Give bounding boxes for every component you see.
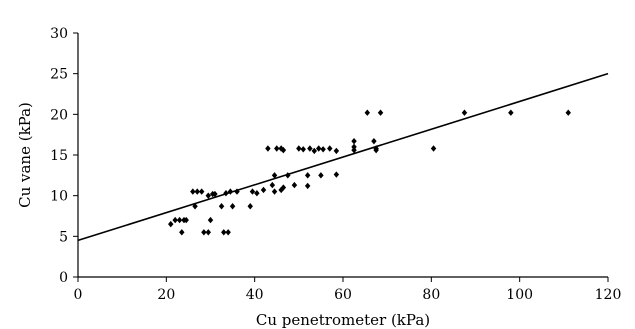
data-point — [205, 229, 212, 236]
data-point — [333, 147, 340, 155]
data-point — [307, 145, 313, 152]
data-point — [371, 137, 377, 145]
data-point — [227, 188, 234, 195]
data-point — [198, 188, 205, 195]
data-point — [265, 145, 271, 152]
data-point — [377, 109, 384, 116]
data-point — [565, 109, 571, 116]
data-point — [271, 172, 278, 179]
x-tick-label: 40 — [246, 287, 264, 303]
data-point — [351, 146, 357, 154]
data-point — [278, 145, 284, 152]
x-tick-label: 80 — [422, 287, 440, 303]
y-tick-label: 30 — [50, 26, 68, 42]
data-point — [333, 171, 340, 178]
data-point — [271, 188, 278, 195]
data-point — [315, 145, 322, 152]
y-tick-label: 0 — [59, 270, 68, 286]
data-point — [280, 146, 287, 154]
data-point — [190, 188, 196, 195]
trend-line — [77, 72, 609, 242]
data-point — [218, 203, 225, 210]
y-tick-label: 15 — [50, 148, 68, 164]
x-tick-label: 20 — [157, 287, 175, 303]
data-point — [168, 220, 174, 228]
data-point — [254, 190, 260, 197]
data-point — [229, 203, 236, 210]
x-tick-label: 100 — [506, 287, 533, 303]
x-tick-label: 0 — [74, 287, 83, 303]
trendline-group — [77, 72, 609, 242]
y-tick-label: 5 — [59, 229, 68, 245]
data-point — [461, 109, 468, 116]
data-point — [247, 203, 253, 210]
data-point — [172, 216, 178, 224]
data-point — [285, 172, 291, 179]
data-point — [221, 229, 227, 236]
data-point — [201, 229, 207, 236]
y-tick-label: 25 — [50, 67, 68, 83]
data-point — [249, 188, 256, 195]
data-point — [318, 172, 324, 179]
axis-tick-labels: 0 20 40 60 80 100 120 0 5 10 15 20 25 30 — [50, 26, 621, 303]
data-point — [430, 145, 437, 152]
data-point — [300, 146, 306, 153]
y-tick-label: 10 — [50, 189, 68, 205]
x-tick-label: 60 — [334, 287, 352, 303]
data-point — [192, 203, 198, 210]
data-point — [304, 182, 311, 190]
data-point — [296, 145, 302, 152]
y-axis-title: Cu vane (kPa) — [16, 102, 34, 208]
data-point — [278, 186, 284, 194]
data-point — [304, 172, 311, 179]
data-point — [234, 188, 240, 195]
data-points — [168, 109, 571, 236]
data-point — [351, 137, 357, 145]
data-point — [183, 216, 189, 224]
x-tick-label: 120 — [595, 287, 622, 303]
data-point — [327, 145, 333, 152]
data-point — [320, 146, 326, 153]
y-tick-label: 20 — [50, 107, 68, 123]
data-point — [207, 216, 214, 224]
data-point — [225, 229, 231, 236]
data-point — [311, 147, 318, 155]
data-point — [205, 192, 212, 199]
data-point — [508, 109, 514, 116]
data-point — [269, 181, 276, 189]
data-point — [274, 145, 280, 152]
data-point — [179, 229, 185, 236]
data-point — [260, 186, 267, 194]
data-point — [364, 109, 371, 116]
data-point — [194, 188, 200, 195]
data-point — [351, 143, 357, 151]
data-point — [291, 181, 298, 189]
x-axis-title: Cu penetrometer (kPa) — [256, 311, 430, 329]
chart-axes — [77, 33, 608, 278]
data-point — [176, 216, 183, 224]
data-point — [223, 190, 229, 197]
axis-ticks — [73, 32, 609, 282]
data-point — [280, 184, 287, 191]
data-point — [373, 145, 379, 152]
data-point — [212, 190, 218, 198]
